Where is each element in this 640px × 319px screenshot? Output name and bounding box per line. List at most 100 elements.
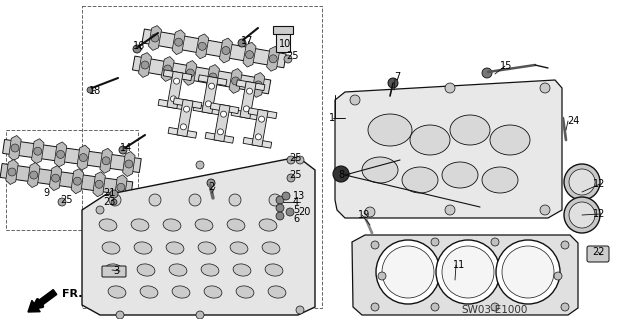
Circle shape [96,206,104,214]
Text: 7: 7 [394,72,400,82]
Circle shape [111,199,117,205]
Circle shape [259,116,264,122]
Ellipse shape [198,242,216,254]
Polygon shape [202,77,218,114]
Ellipse shape [108,286,126,298]
Circle shape [287,174,295,182]
Circle shape [388,78,398,88]
Circle shape [496,240,560,304]
Polygon shape [252,72,265,97]
Circle shape [110,190,118,198]
Circle shape [173,78,180,84]
Circle shape [431,303,439,311]
Ellipse shape [265,264,283,276]
Polygon shape [163,70,192,81]
Ellipse shape [131,219,149,231]
Text: 13: 13 [293,191,305,201]
Polygon shape [77,145,90,170]
Text: 24: 24 [567,116,579,126]
Circle shape [133,45,141,53]
Circle shape [79,154,87,162]
Polygon shape [193,104,221,115]
Ellipse shape [268,286,286,298]
Polygon shape [138,53,152,78]
Circle shape [540,205,550,215]
Circle shape [205,101,211,107]
Text: 25: 25 [60,195,72,205]
Circle shape [564,197,600,233]
Circle shape [350,95,360,105]
Text: 23: 23 [103,197,115,207]
Polygon shape [243,42,256,67]
Polygon shape [167,71,183,108]
Circle shape [445,205,455,215]
Polygon shape [173,98,202,108]
Circle shape [371,303,379,311]
Ellipse shape [140,286,158,298]
Ellipse shape [105,264,123,276]
Circle shape [254,81,262,89]
Polygon shape [132,56,271,94]
Text: 25: 25 [289,153,301,163]
Polygon shape [172,30,185,55]
Circle shape [170,96,177,102]
Circle shape [287,156,295,164]
Text: 25: 25 [289,170,301,180]
Polygon shape [148,26,161,50]
Polygon shape [184,61,197,85]
Circle shape [109,194,121,206]
Circle shape [371,241,379,249]
Circle shape [116,311,124,319]
Circle shape [58,198,66,206]
Circle shape [229,194,241,206]
Circle shape [119,146,127,154]
Polygon shape [93,172,106,197]
Circle shape [30,171,38,179]
Circle shape [564,164,600,200]
Text: 4: 4 [293,197,299,207]
Ellipse shape [368,114,412,146]
Circle shape [209,73,217,81]
FancyBboxPatch shape [276,30,290,52]
Text: 6: 6 [293,214,299,224]
Circle shape [125,160,133,168]
Circle shape [196,311,204,319]
FancyBboxPatch shape [102,266,126,277]
Circle shape [276,196,284,204]
Circle shape [11,144,19,152]
Ellipse shape [169,264,187,276]
Text: 5: 5 [293,205,300,215]
Circle shape [269,194,281,206]
Circle shape [255,134,261,140]
Polygon shape [207,64,220,89]
Polygon shape [214,104,230,142]
FancyArrow shape [28,290,57,312]
Ellipse shape [195,219,213,231]
Circle shape [189,194,201,206]
Ellipse shape [362,157,398,183]
Polygon shape [3,139,141,173]
Ellipse shape [410,125,450,155]
Polygon shape [123,152,135,176]
Circle shape [284,55,292,63]
Circle shape [95,180,103,188]
Circle shape [102,157,110,165]
Circle shape [209,83,214,89]
Circle shape [286,208,294,216]
Polygon shape [335,80,562,218]
Polygon shape [267,47,280,71]
Circle shape [502,246,554,298]
Text: 14: 14 [120,143,132,153]
Circle shape [8,168,16,176]
Text: 8: 8 [338,170,344,180]
Circle shape [207,179,215,187]
Circle shape [56,150,65,159]
Text: 15: 15 [500,61,513,71]
Circle shape [376,240,440,304]
Polygon shape [82,157,315,315]
Circle shape [218,129,223,135]
Circle shape [482,68,492,78]
Polygon shape [100,148,113,173]
Circle shape [365,207,375,217]
Polygon shape [31,139,44,164]
